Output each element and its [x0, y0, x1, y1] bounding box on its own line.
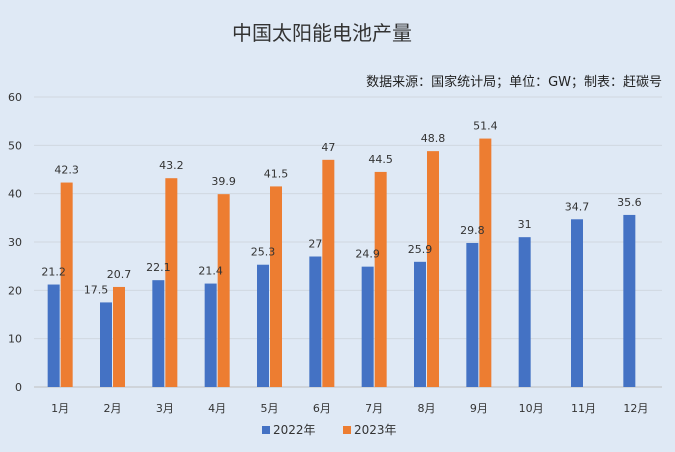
bar-2023年: [322, 159, 335, 387]
bar-2022年: [47, 284, 60, 387]
bar-2023年: [60, 182, 73, 387]
y-tick-label: 20: [8, 284, 22, 297]
bar-2022年: [466, 242, 479, 387]
chart-title: 中国太阳能电池产量: [232, 21, 412, 45]
x-tick-label: 11月: [571, 402, 596, 415]
bar-2022年: [257, 264, 269, 387]
data-label: 24.9: [355, 248, 380, 261]
data-labels: 21.2 42.3 17.5 20.7 22.1 43.2 21.4 39.9 25.3 41.5…: [41, 120, 641, 297]
legend: 2022年 2023年: [262, 423, 397, 437]
y-tick-label: 40: [8, 188, 22, 201]
data-label: 17.5: [84, 283, 109, 296]
bar-2022年: [518, 237, 531, 387]
bar-2022年: [309, 256, 322, 387]
legend-swatch: [343, 426, 351, 434]
bar-2022年: [100, 302, 112, 387]
data-label: 43.2: [159, 159, 184, 172]
legend-swatch: [262, 426, 270, 434]
data-label: 39.9: [211, 175, 236, 188]
y-tick-label: 30: [8, 236, 22, 249]
bar-2023年: [217, 194, 230, 387]
y-tick-label: 50: [8, 139, 22, 152]
bar-2022年: [152, 280, 165, 387]
y-tick-label: 0: [15, 381, 22, 394]
x-tick-label: 3月: [156, 402, 174, 415]
data-label: 44.5: [368, 153, 393, 166]
y-axis: 0 10 20 30 40 50 60: [8, 91, 22, 394]
gridlines: [34, 96, 662, 388]
x-tick-label: 5月: [261, 402, 279, 415]
data-label: 29.8: [460, 224, 485, 237]
data-label: 20.7: [107, 268, 132, 281]
legend-label: 2023年: [354, 423, 397, 437]
bar-2022年: [204, 283, 217, 387]
data-label: 27: [308, 238, 322, 251]
bar-2023年: [427, 151, 439, 387]
data-label: 34.7: [565, 200, 590, 213]
bars: [47, 138, 636, 387]
bar-2023年: [113, 286, 125, 387]
data-label: 21.2: [41, 266, 66, 279]
data-label: 35.6: [617, 196, 642, 209]
data-label: 42.3: [54, 164, 79, 177]
x-tick-label: 9月: [470, 402, 488, 415]
data-label: 47: [321, 141, 335, 154]
x-tick-label: 7月: [365, 402, 383, 415]
x-tick-label: 10月: [519, 402, 544, 415]
legend-label: 2022年: [273, 423, 316, 437]
data-label: 21.4: [198, 265, 223, 278]
x-axis: 1月 2月 3月 4月 5月 6月 7月 8月 9月 10月 11月 12月: [51, 402, 648, 415]
data-label: 51.4: [473, 120, 498, 133]
bar-2023年: [165, 178, 178, 387]
data-label: 31: [518, 218, 532, 231]
data-label: 25.3: [251, 246, 276, 259]
bar-2022年: [361, 266, 374, 387]
data-label: 41.5: [264, 167, 289, 180]
chart-subtitle: 数据来源：国家统计局；单位：GW；制表：赶碳号: [366, 74, 662, 90]
x-tick-label: 4月: [208, 402, 226, 415]
x-tick-label: 2月: [104, 402, 122, 415]
bar-2023年: [270, 186, 282, 387]
data-label: 25.9: [408, 243, 433, 256]
bar-2023年: [479, 138, 492, 387]
bar-2022年: [623, 214, 636, 387]
x-tick-label: 1月: [51, 402, 69, 415]
data-label: 48.8: [421, 132, 446, 145]
bar-2022年: [571, 219, 583, 387]
bar-2022年: [414, 261, 426, 387]
data-label: 22.1: [146, 261, 171, 274]
x-tick-label: 6月: [313, 402, 331, 415]
bar-2023年: [374, 171, 387, 387]
x-tick-label: 12月: [623, 402, 648, 415]
x-tick-label: 8月: [418, 402, 436, 415]
y-tick-label: 10: [8, 333, 22, 346]
y-tick-label: 60: [8, 91, 22, 104]
